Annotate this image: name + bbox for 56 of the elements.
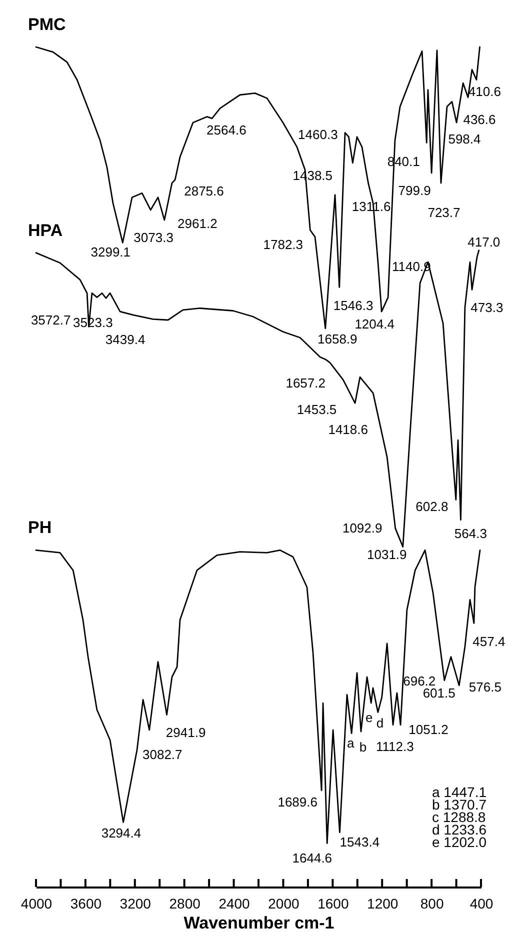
annotation: 1092.9 <box>342 520 382 536</box>
annotation: 576.5 <box>468 679 502 694</box>
annotation: 601.5 <box>422 686 456 701</box>
annotation: 1453.5 <box>296 402 337 417</box>
annotation: 1204.4 <box>354 316 394 332</box>
x-tick-label: 2400 <box>218 896 250 912</box>
annotation: a <box>346 735 355 750</box>
annotation: 602.8 <box>416 498 448 514</box>
annotation: 2564.6 <box>206 122 246 138</box>
annotation: 723.7 <box>428 205 460 220</box>
x-tick-label: 400 <box>470 896 494 912</box>
annotation: 1460.3 <box>298 126 338 142</box>
x-tick-label: 4000 <box>20 896 52 912</box>
x-tick-label: 1600 <box>318 896 349 912</box>
series-label: PH <box>28 518 52 538</box>
annotation: 1644.6 <box>292 850 332 866</box>
annotation: 3299.1 <box>90 244 131 260</box>
annotation: 1051.2 <box>408 722 448 737</box>
annotation: 799.9 <box>398 183 431 198</box>
annotation: 1689.6 <box>278 794 318 810</box>
annotation: 3082.7 <box>142 746 182 762</box>
annotation: 1031.9 <box>367 546 407 562</box>
x-tick-label: 3600 <box>70 896 102 912</box>
series-label: PMC <box>28 15 66 34</box>
series-label: HPA <box>28 220 63 240</box>
annotation: 1782.3 <box>263 237 304 252</box>
annotation: 2961.2 <box>178 216 218 232</box>
annotation: 3439.4 <box>105 332 146 347</box>
annotation: b <box>359 740 367 755</box>
annotation: 1657.2 <box>286 375 326 390</box>
x-tick-label: 1200 <box>367 896 398 912</box>
x-tick-label: 800 <box>420 896 444 912</box>
annotation: 3294.4 <box>101 825 142 840</box>
annotation: 1543.4 <box>340 834 380 850</box>
x-tick-label: 3200 <box>120 896 152 912</box>
annotation: 696.2 <box>403 673 436 688</box>
annotation: 1658.9 <box>318 331 358 346</box>
annotation: 473.3 <box>470 300 504 315</box>
annotation: 564.3 <box>454 526 487 541</box>
x-axis-title: Wavenumber cm-1 <box>184 914 334 932</box>
annotation: 1112.3 <box>376 738 414 754</box>
annotation: d <box>376 715 384 730</box>
x-tick-label: 2000 <box>268 896 300 912</box>
annotation: 3572.7 <box>30 312 71 328</box>
annotation: e <box>366 710 373 726</box>
annotation: 598.4 <box>448 132 481 147</box>
annotation: 1546.3 <box>333 298 374 314</box>
annotation: 2941.9 <box>166 724 206 740</box>
annotation: 417.0 <box>468 234 500 250</box>
annotation: 436.6 <box>463 112 496 127</box>
annotation: 2875.6 <box>184 184 224 199</box>
annotation: 3073.3 <box>134 230 174 245</box>
x-tick-label: 2800 <box>169 896 201 912</box>
annotation: 457.4 <box>472 634 506 650</box>
annotation: 1418.6 <box>328 422 368 438</box>
annotation: 410.6 <box>468 84 501 99</box>
